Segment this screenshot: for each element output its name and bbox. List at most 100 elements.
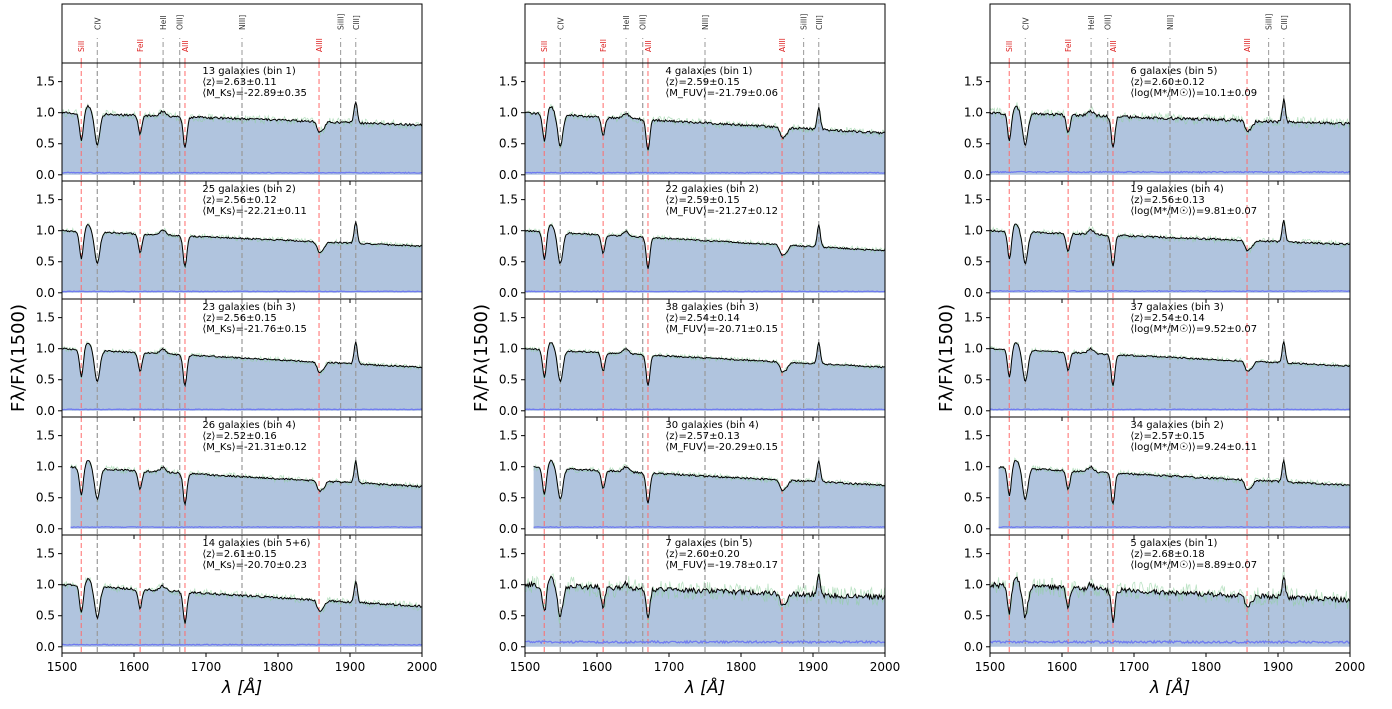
- line-label: FeII: [599, 39, 608, 52]
- error-spectrum: [61, 290, 422, 293]
- y-tick-label: 0.5: [36, 373, 55, 387]
- y-tick-label: 0.5: [36, 491, 55, 505]
- panel-annotation: ⟨log(M*/M☉)⟩=10.1±0.09: [1130, 88, 1257, 99]
- y-tick-label: 0.0: [36, 522, 55, 536]
- spectrum-panel: 0.0 0.5 1.0 1.5 4 galaxies (bin 1)⟨z⟩=2.59±0…: [499, 62, 886, 185]
- stacked-spectrum: [524, 342, 885, 386]
- panel-annotation: 5 galaxies (bin 1): [1130, 538, 1217, 549]
- line-label: HeII: [622, 15, 631, 30]
- x-tick-label: 1600: [582, 660, 613, 674]
- y-tick-label: 1.5: [499, 547, 518, 561]
- panel-annotation: ⟨z⟩=2.59±0.15: [665, 195, 739, 206]
- y-tick-label: 0.0: [36, 640, 55, 654]
- line-label: FeII: [136, 39, 145, 52]
- line-label: FeII: [1064, 39, 1073, 52]
- spectrum-fill: [70, 460, 422, 529]
- spectrum-fill: [525, 342, 885, 411]
- line-label: CIV: [556, 17, 565, 30]
- y-tick-label: 0.5: [499, 255, 518, 269]
- line-label: AlIII: [778, 38, 787, 52]
- panel-annotation: 14 galaxies (bin 5+6): [202, 538, 310, 549]
- x-tick-label: 1600: [119, 660, 150, 674]
- y-tick-label: 1.0: [964, 224, 983, 238]
- spectrum-panel: 0.0 0.5 1.0 1.5 5 galaxies (bin 1)⟨z⟩=2.68±0…: [964, 534, 1351, 657]
- panel-annotation: 25 galaxies (bin 2): [202, 184, 295, 195]
- spectrum-panel: 0.0 0.5 1.0 1.5 37 galaxies (bin 3)⟨z⟩=2.54±…: [964, 298, 1351, 421]
- x-tick-label: 1900: [1263, 660, 1294, 674]
- panel-annotation: ⟨z⟩=2.61±0.15: [202, 549, 276, 560]
- panel-annotation: ⟨z⟩=2.63±0.11: [202, 77, 276, 88]
- error-spectrum: [61, 643, 422, 646]
- panel-annotation: 38 galaxies (bin 3): [665, 302, 758, 313]
- error-spectrum: [524, 171, 885, 174]
- panel-frame: [524, 534, 886, 654]
- panel-annotation: 4 galaxies (bin 1): [665, 66, 752, 77]
- y-tick-label: 0.5: [964, 137, 983, 151]
- spectrum-fill: [525, 224, 885, 293]
- y-tick-label: 0.0: [36, 168, 55, 182]
- y-tick-label: 1.5: [36, 75, 55, 89]
- y-tick-label: 1.0: [964, 460, 983, 474]
- y-tick-label: 0.5: [964, 373, 983, 387]
- stacked-spectrum: [524, 105, 885, 151]
- panel-annotation: ⟨z⟩=2.56±0.12: [202, 195, 276, 206]
- x-tick-label: 1800: [263, 660, 294, 674]
- y-tick-label: 1.5: [36, 429, 55, 443]
- y-tick-label: 1.5: [36, 193, 55, 207]
- line-label: CIV: [1021, 17, 1030, 30]
- y-tick-label: 0.0: [499, 522, 518, 536]
- error-spectrum: [990, 408, 1350, 411]
- line-label: SiIII]: [800, 14, 809, 30]
- y-tick-label: 1.5: [499, 429, 518, 443]
- y-tick-label: 1.0: [499, 224, 518, 238]
- y-tick-label: 1.5: [964, 547, 983, 561]
- y-tick-label: 1.0: [964, 342, 983, 356]
- line-id-header: SiII CIV FeII HeII OIII] AlII NIII] AlIII SiIII]…: [524, 3, 886, 64]
- y-tick-label: 0.5: [36, 137, 55, 151]
- y-tick-label: 1.5: [499, 75, 518, 89]
- panel-annotation: ⟨M_Ks⟩=-22.21±0.11: [202, 206, 306, 217]
- error-spectrum: [61, 408, 422, 411]
- y-tick-label: 1.5: [499, 311, 518, 325]
- panel-annotation: 7 galaxies (bin 5): [665, 538, 752, 549]
- y-tick-label: 1.0: [36, 224, 55, 238]
- panel-annotation: ⟨z⟩=2.56±0.15: [202, 313, 276, 324]
- y-tick-label: 0.0: [964, 286, 983, 300]
- line-label: CIV: [93, 17, 102, 30]
- y-tick-label: 1.0: [36, 106, 55, 120]
- stacked-spectrum: [70, 459, 422, 507]
- panel-annotation: ⟨z⟩=2.57±0.13: [665, 431, 739, 442]
- y-tick-label: 0.0: [964, 168, 983, 182]
- spectrum-panel: 0.0 0.5 1.0 1.5 22 galaxies (bin 2)⟨z⟩=2.59±…: [499, 180, 886, 303]
- y-tick-label: 0.5: [964, 609, 983, 623]
- panel-annotation: 19 galaxies (bin 4): [1130, 184, 1223, 195]
- y-tick-label: 1.0: [36, 342, 55, 356]
- line-label: SiII: [540, 41, 549, 52]
- y-tick-label: 1.5: [499, 193, 518, 207]
- y-tick-label: 0.0: [499, 640, 518, 654]
- spectrum-panel: 0.0 0.5 1.0 1.5 14 galaxies (bin 5+6)⟨z⟩=2.6…: [36, 534, 423, 657]
- panel-annotation: 22 galaxies (bin 2): [665, 184, 758, 195]
- x-tick-label: 1900: [798, 660, 829, 674]
- y-tick-label: 0.0: [499, 286, 518, 300]
- y-tick-label: 1.5: [964, 429, 983, 443]
- panel-annotation: ⟨z⟩=2.59±0.15: [665, 77, 739, 88]
- panel-annotation: ⟨log(M*/M☉)⟩=8.89±0.07: [1130, 560, 1257, 571]
- line-label: NIII]: [238, 15, 247, 30]
- x-tick-label: 2000: [1335, 660, 1366, 674]
- y-tick-label: 1.5: [36, 311, 55, 325]
- spectrum-panel: 0.0 0.5 1.0 1.5 19 galaxies (bin 4)⟨z⟩=2.56±…: [964, 180, 1351, 303]
- y-tick-label: 0.5: [499, 373, 518, 387]
- panel-annotation: ⟨z⟩=2.52±0.16: [202, 431, 276, 442]
- y-axis-label: Fλ/Fλ(1500): [936, 304, 957, 412]
- spectrum-panel: 0.0 0.5 1.0 1.5 25 galaxies (bin 2)⟨z⟩=2.56±…: [36, 180, 423, 303]
- y-tick-label: 0.0: [964, 522, 983, 536]
- x-axis-label: λ [Å]: [684, 676, 725, 698]
- individual-spectrum-trace: [533, 458, 885, 503]
- spectrum-panel: 0.0 0.5 1.0 1.5 38 galaxies (bin 3)⟨z⟩=2.54±…: [499, 298, 886, 421]
- x-axis-label: λ [Å]: [1149, 676, 1190, 698]
- line-label: OIII]: [176, 14, 185, 30]
- line-id-header: SiII CIV FeII HeII OIII] AlII NIII] AlIII SiIII]…: [61, 3, 423, 64]
- stacked-spectrum: [989, 219, 1350, 267]
- spectrum-panel: 0.0 0.5 1.0 1.5 30 galaxies (bin 4)⟨z⟩=2.57±…: [499, 416, 886, 539]
